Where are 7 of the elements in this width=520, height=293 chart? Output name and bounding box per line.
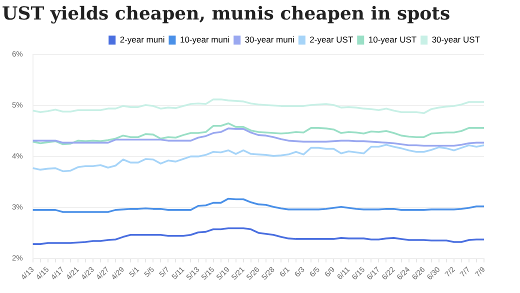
legend-label: 2-year muni <box>120 34 165 44</box>
legend-label: 10-year UST <box>368 34 417 44</box>
legend-label: 30-year UST <box>432 34 480 44</box>
legend-label: 30-year muni <box>244 34 295 44</box>
legend-label: 10-year muni <box>180 34 230 44</box>
legend-label: 2-year UST <box>310 34 354 44</box>
chart-title: UST yields cheapen, munis cheapen in spots <box>2 3 450 24</box>
